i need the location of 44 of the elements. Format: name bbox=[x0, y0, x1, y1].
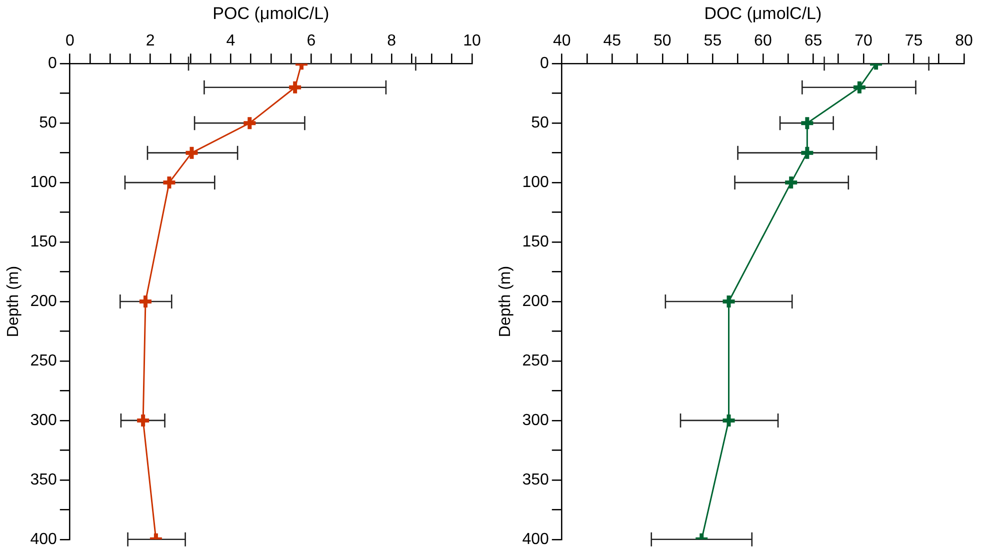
y-tick-label: 200 bbox=[522, 292, 549, 310]
x-tick-label: 4 bbox=[226, 32, 236, 50]
y-tick-label: 350 bbox=[522, 471, 549, 488]
y-tick-label: 400 bbox=[522, 530, 549, 548]
x-tick-label: 45 bbox=[603, 32, 622, 50]
y-tick-label: 400 bbox=[30, 530, 57, 548]
point bbox=[851, 79, 868, 96]
x-tick-label: 70 bbox=[854, 32, 872, 50]
y-tick-label: 50 bbox=[39, 114, 57, 132]
y-axis-title: Depth (m) bbox=[5, 266, 22, 338]
x-tick-label: 6 bbox=[306, 32, 316, 50]
point bbox=[799, 115, 816, 132]
y-tick-label: 100 bbox=[522, 174, 549, 191]
point bbox=[720, 294, 737, 310]
x-tick-label: 65 bbox=[804, 32, 822, 50]
y-axis-title: Depth (m) bbox=[497, 266, 514, 338]
x-tick-label: 75 bbox=[904, 32, 923, 50]
point bbox=[799, 144, 816, 161]
y-tick-label: 300 bbox=[30, 412, 57, 429]
x-tick-label: 2 bbox=[146, 32, 155, 50]
y-tick-label: 250 bbox=[30, 352, 57, 370]
y-tick-label: 350 bbox=[30, 471, 57, 488]
x-tick-label: 60 bbox=[754, 32, 772, 50]
x-tick-label: 8 bbox=[387, 32, 396, 50]
y-tick-label: 300 bbox=[522, 412, 549, 429]
y-tick-label: 50 bbox=[531, 114, 549, 132]
point bbox=[287, 79, 304, 96]
x-tick-label: 50 bbox=[654, 32, 672, 50]
x-axis-title: POC (μmolC/L) bbox=[212, 4, 330, 23]
point bbox=[242, 115, 258, 132]
y-tick-label: 0 bbox=[540, 55, 549, 72]
y-tick-label: 250 bbox=[522, 352, 549, 370]
y-tick-label: 150 bbox=[30, 233, 57, 250]
x-tick-label: 40 bbox=[552, 32, 571, 50]
x-axis-title: DOC (μmolC/L) bbox=[704, 4, 822, 23]
x-tick-label: 0 bbox=[65, 32, 74, 50]
x-tick-label: 10 bbox=[463, 32, 481, 50]
y-tick-label: 200 bbox=[30, 292, 57, 310]
x-tick-label: 80 bbox=[955, 32, 973, 50]
x-tick-label: 55 bbox=[704, 32, 722, 50]
y-tick-label: 150 bbox=[522, 233, 549, 250]
point bbox=[184, 144, 200, 161]
y-tick-label: 0 bbox=[48, 55, 57, 72]
y-tick-label: 100 bbox=[30, 174, 57, 191]
